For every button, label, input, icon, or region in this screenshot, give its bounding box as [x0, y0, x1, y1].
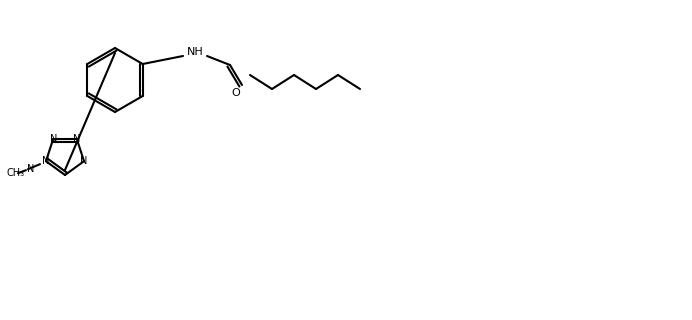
Text: N: N — [80, 156, 88, 166]
Text: N: N — [50, 134, 57, 144]
Text: N: N — [27, 164, 35, 174]
Text: N: N — [42, 156, 50, 166]
Text: NH: NH — [187, 47, 203, 57]
Text: O: O — [232, 88, 240, 98]
Text: CH₃: CH₃ — [7, 168, 25, 178]
Text: N: N — [73, 134, 80, 144]
